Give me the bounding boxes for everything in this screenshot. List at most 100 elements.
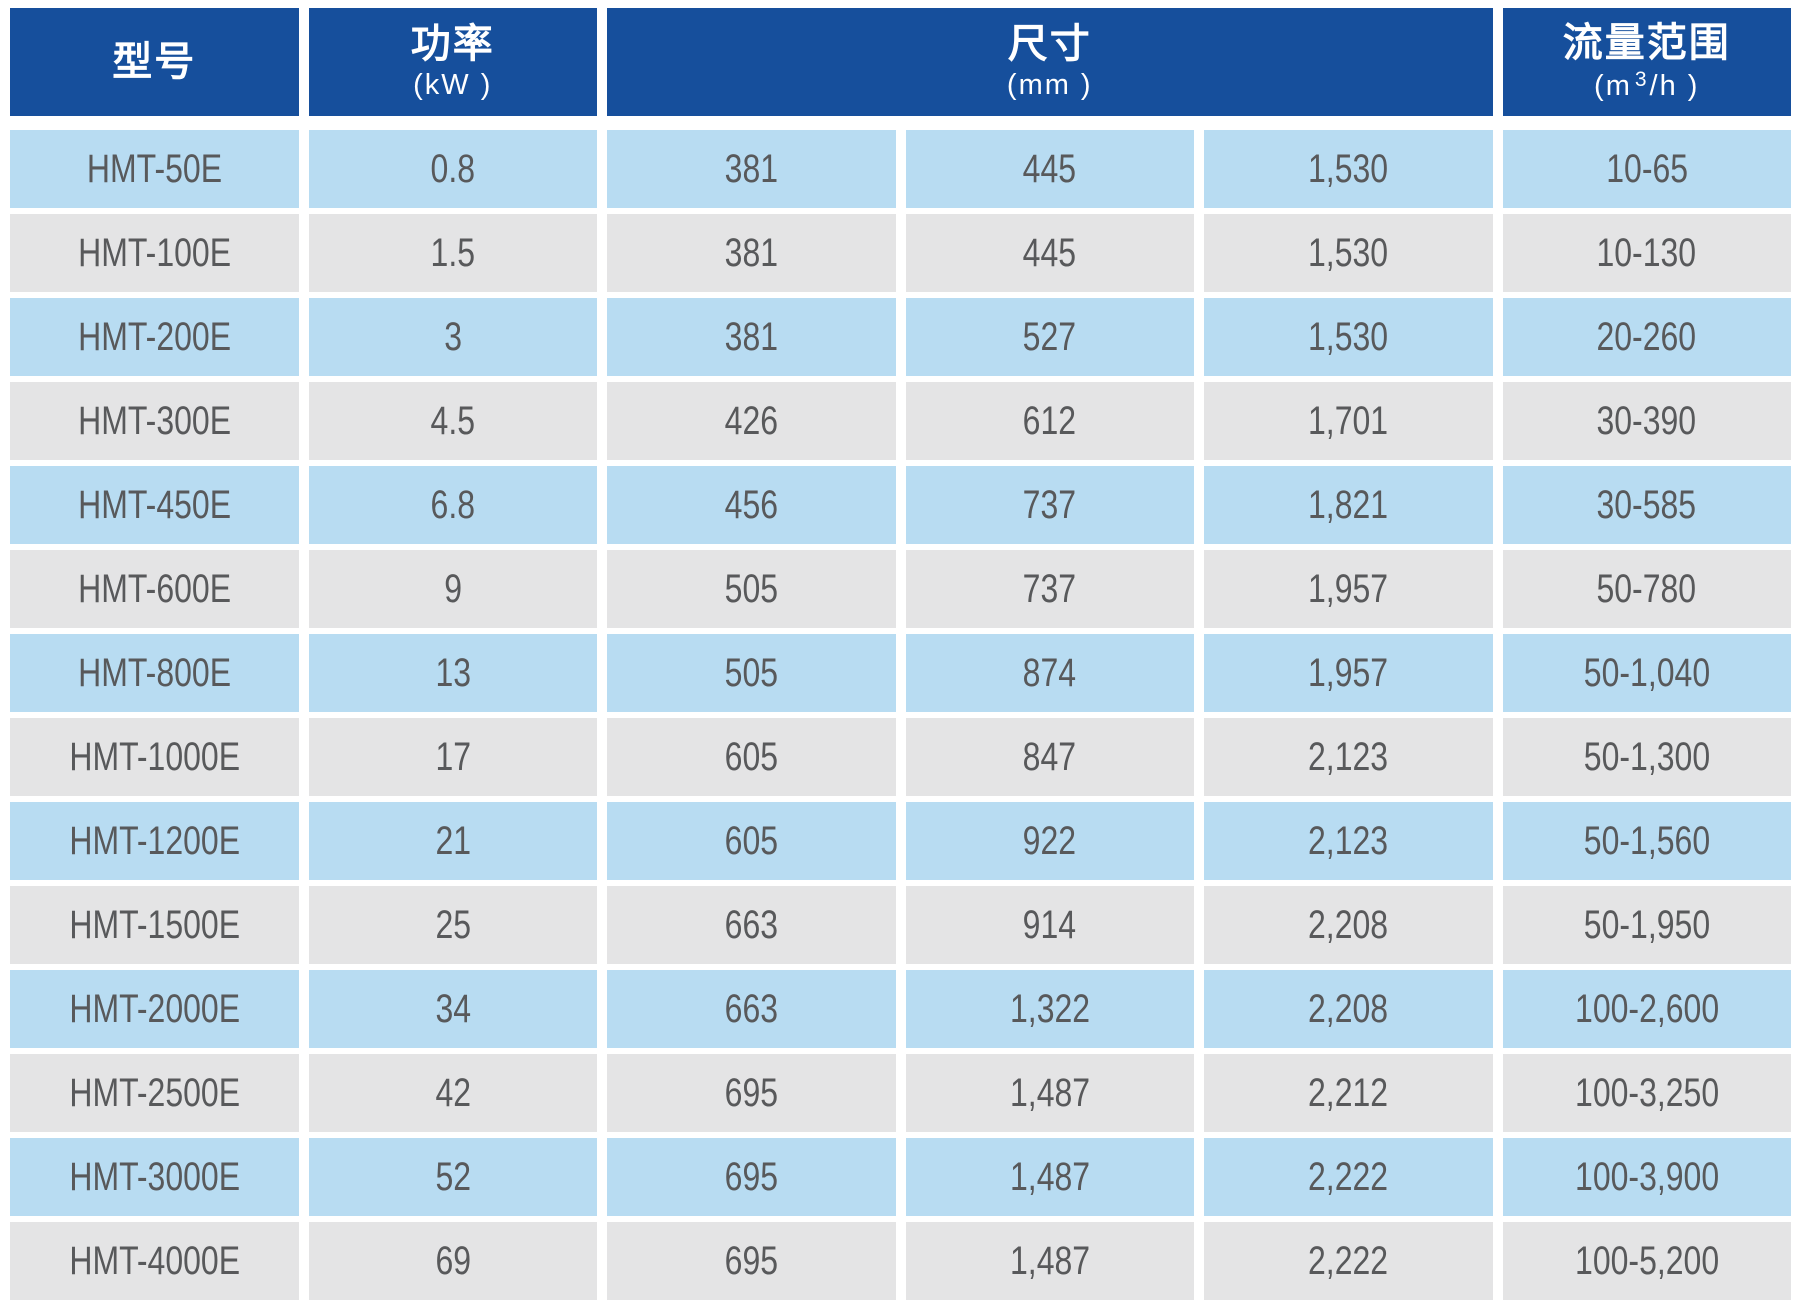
cell-text: 445 — [1023, 146, 1077, 191]
model-cell: HMT-100E — [10, 214, 299, 292]
value-cell: 445 — [905, 130, 1194, 208]
value-cell: 426 — [607, 382, 896, 460]
value-cell: 50-1,040 — [1502, 634, 1791, 712]
cell-text: 1,821 — [1308, 482, 1389, 527]
cell-text: 25 — [434, 902, 471, 947]
cell-text: 381 — [724, 314, 778, 359]
cell-text: 456 — [724, 482, 778, 527]
cell-text: 695 — [724, 1238, 778, 1283]
cell-text: 874 — [1023, 650, 1077, 695]
value-cell: 50-1,950 — [1502, 886, 1791, 964]
table-row: HMT-2000E 34 663 1,322 2,208 100-2,600 — [10, 970, 1791, 1048]
cell-text: 10-65 — [1605, 146, 1688, 191]
flow-unit-superscript: 3 — [1634, 68, 1649, 92]
value-cell: 2,222 — [1204, 1138, 1493, 1216]
cell-text: 17 — [434, 734, 471, 779]
cell-text: 1,487 — [1009, 1238, 1090, 1283]
cell-text: 52 — [434, 1154, 471, 1199]
cell-text: HMT-600E — [77, 566, 231, 611]
header-cell-size: 尺寸 (mm ) — [607, 8, 1493, 116]
value-cell: 874 — [905, 634, 1194, 712]
cell-text: 4.5 — [430, 398, 475, 443]
model-cell: HMT-1000E — [10, 718, 299, 796]
value-cell: 695 — [607, 1138, 896, 1216]
cell-text: 2,208 — [1308, 986, 1389, 1031]
table-row: HMT-100E 1.5 381 445 1,530 10-130 — [10, 214, 1791, 292]
value-cell: 1,530 — [1204, 298, 1493, 376]
value-cell: 69 — [308, 1222, 597, 1300]
cell-text: 9 — [443, 566, 462, 611]
value-cell: 445 — [905, 214, 1194, 292]
cell-text: HMT-1500E — [68, 902, 240, 947]
cell-text: 34 — [434, 986, 471, 1031]
cell-text: HMT-300E — [77, 398, 231, 443]
value-cell: 30-390 — [1502, 382, 1791, 460]
model-cell: HMT-2500E — [10, 1054, 299, 1132]
cell-text: 847 — [1023, 734, 1077, 779]
value-cell: 100-3,250 — [1502, 1054, 1791, 1132]
model-cell: HMT-4000E — [10, 1222, 299, 1300]
cell-text: 605 — [724, 734, 778, 779]
value-cell: 1,487 — [905, 1222, 1194, 1300]
model-cell: HMT-50E — [10, 130, 299, 208]
value-cell: 30-585 — [1502, 466, 1791, 544]
value-cell: 3 — [308, 298, 597, 376]
value-cell: 17 — [308, 718, 597, 796]
cell-text: HMT-2000E — [68, 986, 240, 1031]
cell-text: 1,701 — [1308, 398, 1389, 443]
value-cell: 50-1,300 — [1502, 718, 1791, 796]
cell-text: 1.5 — [430, 230, 475, 275]
cell-text: HMT-2500E — [68, 1070, 240, 1115]
cell-text: 2,123 — [1308, 818, 1389, 863]
value-cell: 505 — [607, 634, 896, 712]
cell-text: 2,212 — [1308, 1070, 1389, 1115]
value-cell: 1,957 — [1204, 634, 1493, 712]
cell-text: 50-1,300 — [1583, 734, 1710, 779]
table-row: HMT-1500E 25 663 914 2,208 50-1,950 — [10, 886, 1791, 964]
value-cell: 695 — [607, 1054, 896, 1132]
value-cell: 612 — [905, 382, 1194, 460]
table-row: HMT-50E 0.8 381 445 1,530 10-65 — [10, 130, 1791, 208]
cell-text: 2,208 — [1308, 902, 1389, 947]
value-cell: 914 — [905, 886, 1194, 964]
model-cell: HMT-600E — [10, 550, 299, 628]
cell-text: HMT-800E — [77, 650, 231, 695]
header-power-unit: (kW ) — [413, 69, 493, 102]
value-cell: 456 — [607, 466, 896, 544]
value-cell: 1,957 — [1204, 550, 1493, 628]
value-cell: 2,123 — [1204, 802, 1493, 880]
cell-text: 13 — [434, 650, 471, 695]
value-cell: 100-5,200 — [1502, 1222, 1791, 1300]
table-header: 型号 功率 (kW ) 尺寸 (mm ) 流量范围 (m 3/h ) — [10, 8, 1791, 116]
value-cell: 663 — [607, 970, 896, 1048]
value-cell: 21 — [308, 802, 597, 880]
cell-text: 2,222 — [1308, 1238, 1389, 1283]
table-row: HMT-300E 4.5 426 612 1,701 30-390 — [10, 382, 1791, 460]
cell-text: HMT-3000E — [68, 1154, 240, 1199]
cell-text: 1,322 — [1009, 986, 1090, 1031]
cell-text: 426 — [724, 398, 778, 443]
value-cell: 2,208 — [1204, 970, 1493, 1048]
value-cell: 2,222 — [1204, 1222, 1493, 1300]
model-cell: HMT-2000E — [10, 970, 299, 1048]
cell-text: 42 — [434, 1070, 471, 1115]
value-cell: 1.5 — [308, 214, 597, 292]
cell-text: 922 — [1023, 818, 1077, 863]
value-cell: 505 — [607, 550, 896, 628]
cell-text: 0.8 — [430, 146, 475, 191]
cell-text: 445 — [1023, 230, 1077, 275]
table-row: HMT-2500E 42 695 1,487 2,212 100-3,250 — [10, 1054, 1791, 1132]
value-cell: 13 — [308, 634, 597, 712]
value-cell: 695 — [607, 1222, 896, 1300]
cell-text: 6.8 — [430, 482, 475, 527]
table-row: HMT-1000E 17 605 847 2,123 50-1,300 — [10, 718, 1791, 796]
value-cell: 34 — [308, 970, 597, 1048]
cell-text: 50-1,950 — [1583, 902, 1710, 947]
value-cell: 100-2,600 — [1502, 970, 1791, 1048]
flow-unit-suffix: /h ) — [1649, 70, 1700, 103]
header-flow-label: 流量范围 — [1562, 21, 1731, 66]
value-cell: 9 — [308, 550, 597, 628]
table-row: HMT-3000E 52 695 1,487 2,222 100-3,900 — [10, 1138, 1791, 1216]
value-cell: 922 — [905, 802, 1194, 880]
model-cell: HMT-3000E — [10, 1138, 299, 1216]
